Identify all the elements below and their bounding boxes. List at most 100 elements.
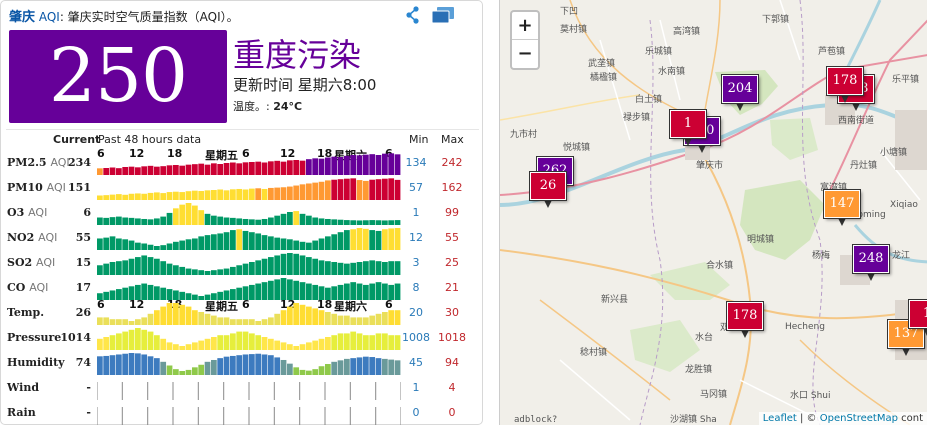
sparkline-bar: [255, 321, 262, 325]
leaflet-link[interactable]: Leaflet: [762, 413, 797, 424]
sparkline[interactable]: [97, 153, 401, 175]
sparkline-bar: [179, 204, 186, 225]
sparkline-bar: [350, 229, 357, 250]
temperature-value: 24°C: [273, 100, 303, 113]
sparkline-bar: [382, 262, 388, 275]
sparkline-bar: [198, 210, 205, 225]
max-value: 1018: [438, 331, 466, 344]
zoom-out-button[interactable]: −: [517, 43, 533, 64]
min-value: 3: [412, 256, 420, 269]
sparkline-bar: [204, 294, 211, 300]
sparkline-bar: [249, 319, 255, 325]
sparkline-bar: [128, 217, 135, 225]
place-label: 乐城镇: [645, 47, 673, 57]
share-icon[interactable]: [406, 6, 420, 24]
sparkline[interactable]: [97, 253, 401, 275]
sparkline[interactable]: [97, 353, 401, 375]
sparkline[interactable]: [97, 328, 401, 350]
attribution-separator: | ©: [796, 413, 820, 424]
current-value: 17: [75, 281, 91, 294]
sparkline-bar: [356, 357, 363, 375]
sparkline-bar: [211, 337, 217, 350]
sparkline-bar: [141, 166, 148, 175]
sparkline-bar: [382, 312, 388, 325]
sparkline-bar: [198, 364, 205, 375]
time-tick-label: 星期六: [334, 300, 367, 313]
sparkline-bar: [179, 291, 186, 300]
sparkline-bar: [293, 253, 300, 275]
sparkline-bar: [242, 331, 249, 350]
sparkline-bar: [331, 156, 338, 175]
station-marker[interactable]: 178: [827, 67, 863, 95]
sparkline-bar: [369, 315, 376, 325]
sparkline[interactable]: [97, 178, 401, 200]
zoom-control: + −: [510, 10, 540, 70]
sparkline-bar: [388, 228, 395, 250]
sparkline-bar: [344, 263, 350, 275]
max-value: 25: [445, 256, 459, 269]
sparkline-bar: [135, 353, 141, 375]
sparkline[interactable]: [97, 203, 401, 225]
sparkline-bar: [325, 312, 331, 325]
station-marker[interactable]: 26: [530, 172, 566, 200]
aqi-tag: AQI: [50, 156, 70, 169]
station-marker[interactable]: 1: [670, 110, 706, 138]
sparkline[interactable]: [97, 278, 401, 300]
sparkline-bar: [331, 361, 338, 375]
station-marker[interactable]: 204: [722, 75, 758, 103]
sparkline-bar: [287, 160, 293, 175]
sparkline-bar: [97, 265, 103, 275]
pollutant-name: O3: [7, 206, 25, 219]
sparkline-bar: [350, 178, 357, 200]
sparkline-bar: [287, 363, 293, 375]
sparkline-bar: [337, 333, 344, 350]
sparkline[interactable]: [97, 378, 401, 400]
sparkline-bar: [103, 291, 110, 300]
sparkline-bar: [122, 353, 129, 375]
min-value: 0: [412, 406, 420, 419]
sparkline-bar: [331, 262, 338, 275]
sparkline-bar: [223, 190, 230, 200]
sparkline-bar: [204, 213, 211, 225]
station-marker[interactable]: 178: [727, 302, 763, 330]
sparkline-bar: [318, 366, 325, 375]
aqi-label[interactable]: AQI: [38, 10, 60, 24]
window-icon[interactable]: [432, 7, 454, 23]
station-marker[interactable]: 1: [909, 300, 927, 328]
place-label: 马冈镇: [700, 390, 728, 400]
sparkline-bar: [204, 235, 211, 250]
sparkline-bar: [249, 262, 255, 275]
sparkline-bar: [179, 346, 186, 350]
sparkline-bar: [369, 283, 376, 300]
sparkline-bar: [394, 228, 401, 250]
sparkline-bar: [369, 154, 376, 175]
sparkline-bar: [287, 279, 293, 300]
city-name[interactable]: 肇庆: [9, 10, 36, 25]
aqi-map[interactable]: 下凹 下郭镇 莫村镇 高湾镇 乐城镇 芦苞镇 武垄镇 水南镇 橘楹镇 乐平镇 白土镇 西南街道 禄步镇九…: [499, 0, 927, 425]
place-label: 肇庆市: [696, 161, 724, 171]
sparkline[interactable]: [97, 303, 401, 325]
sparkline-bar: [122, 331, 129, 350]
sparkline-bar: [363, 261, 369, 275]
sparkline[interactable]: [97, 228, 401, 250]
sparkline-bar: [236, 287, 243, 300]
time-tick-label: 星期五: [205, 300, 238, 313]
sparkline-bar: [160, 261, 167, 275]
sparkline-bar: [173, 369, 179, 375]
sparkline-bar: [103, 317, 110, 325]
place-label: 富湾镇: [820, 183, 848, 193]
sparkline-bar: [116, 289, 122, 300]
sparkline-bar: [236, 188, 243, 200]
current-value: 15: [75, 256, 91, 269]
place-label: Xiqiao: [890, 200, 918, 210]
sparkline-bar: [147, 219, 154, 225]
station-marker[interactable]: 147: [824, 190, 860, 218]
pollutant-name: Pressure: [7, 331, 62, 344]
sparkline[interactable]: [97, 403, 401, 425]
station-marker[interactable]: 248: [853, 245, 889, 273]
osm-link[interactable]: OpenStreetMap: [819, 413, 898, 424]
max-value: 4: [448, 381, 456, 394]
zoom-in-button[interactable]: +: [512, 12, 538, 40]
sparkline-bar: [382, 358, 388, 375]
min-value: 8: [412, 281, 420, 294]
